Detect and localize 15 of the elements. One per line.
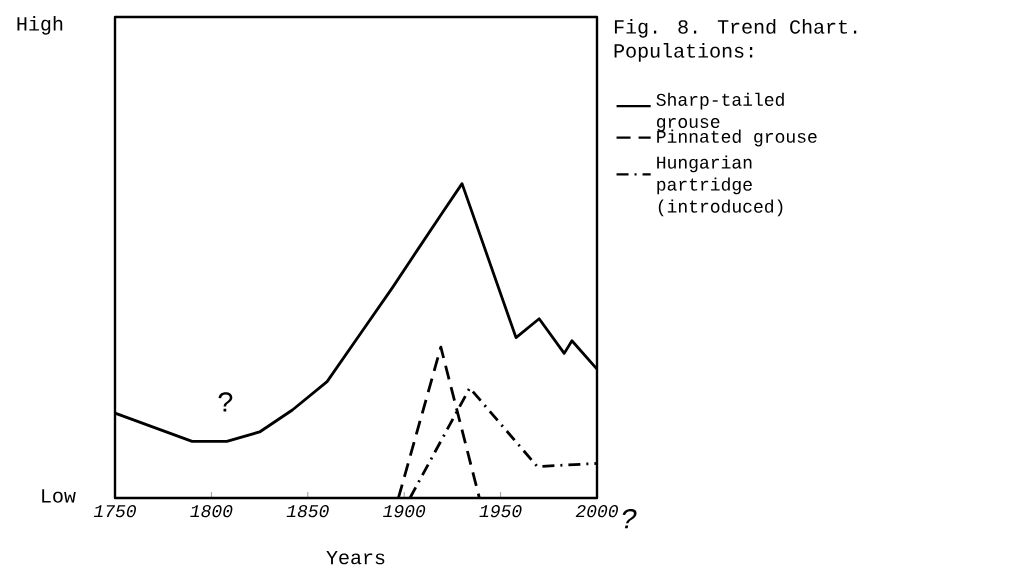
legend-label: Hungarian partridge (introduced)	[657, 155, 783, 217]
x-tick-label: 1850	[286, 505, 329, 518]
annotation: ?	[218, 392, 233, 412]
x-axis-title: Years	[326, 551, 385, 565]
x-tick-label: 1900	[383, 505, 426, 518]
text: High	[17, 16, 63, 35]
text: Fig. 8. Trend Chart.	[614, 19, 857, 38]
x-tick-label: 2000	[575, 505, 618, 518]
legend-label: Pinnated grouse	[657, 129, 817, 147]
x-tick-label: 1950	[479, 505, 522, 518]
text: ?	[622, 509, 637, 529]
text: Low	[42, 489, 76, 503]
x-tick-label: 1800	[190, 505, 233, 518]
text: Populations:	[614, 43, 753, 62]
x-tick-label: 1750	[93, 505, 136, 518]
